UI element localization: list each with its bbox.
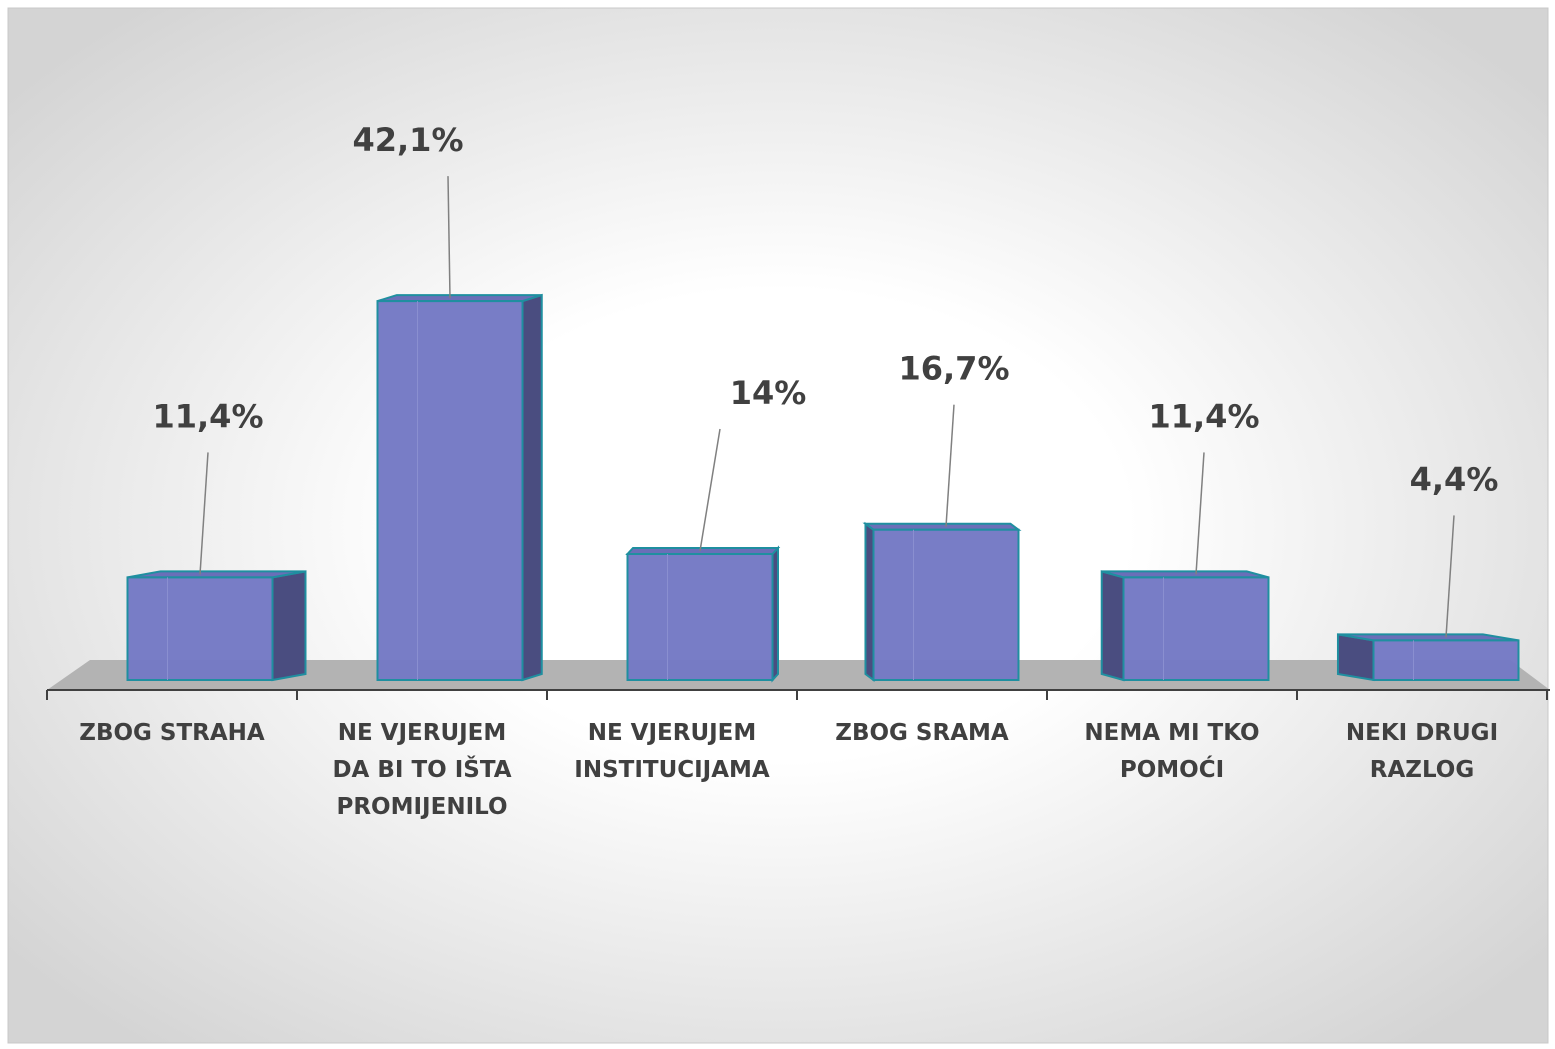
- data-label: 11,4%: [1148, 397, 1259, 435]
- bar: [126, 570, 307, 682]
- x-tick-label: ZBOG STRAHA: [79, 720, 265, 746]
- x-tick-label: NE VJERUJEM DA BI TO IŠTA PROMIJENILO: [332, 720, 511, 820]
- bar: [625, 545, 781, 683]
- x-tick-label: NEKI DRUGI RAZLOG: [1346, 720, 1498, 783]
- bar: [1100, 570, 1270, 682]
- leader-line: [945, 404, 955, 527]
- bar: [376, 293, 543, 682]
- bar-front: [376, 300, 524, 681]
- x-tick-label: NE VJERUJEM INSTITUCIJAMA: [574, 720, 770, 783]
- bar: [1336, 633, 1520, 682]
- x-tick-label: ZBOG SRAMA: [835, 720, 1009, 746]
- bar-side: [1336, 633, 1375, 682]
- bar: [862, 521, 1022, 682]
- bar-side: [271, 570, 307, 682]
- leader-line: [1195, 452, 1205, 575]
- x-tick-label: NEMA MI TKO POMOĆI: [1084, 720, 1259, 783]
- bar-side: [1100, 570, 1125, 682]
- bar-front: [626, 553, 774, 681]
- data-label: 42,1%: [352, 121, 463, 159]
- bar-front: [1372, 639, 1520, 682]
- bar-side: [864, 521, 875, 682]
- leader-line: [199, 452, 209, 575]
- bar-front: [1122, 576, 1270, 682]
- chart-background: [7, 7, 1549, 1044]
- bar-front: [126, 576, 274, 682]
- data-label: 14%: [730, 374, 807, 412]
- leader-line: [699, 428, 721, 552]
- bar-side: [521, 293, 543, 682]
- data-label: 11,4%: [152, 397, 263, 435]
- leader-line: [1445, 515, 1455, 638]
- data-label: 4,4%: [1410, 460, 1499, 498]
- leader-line: [447, 176, 451, 299]
- bar-front: [872, 528, 1020, 682]
- data-label: 16,7%: [898, 350, 1009, 388]
